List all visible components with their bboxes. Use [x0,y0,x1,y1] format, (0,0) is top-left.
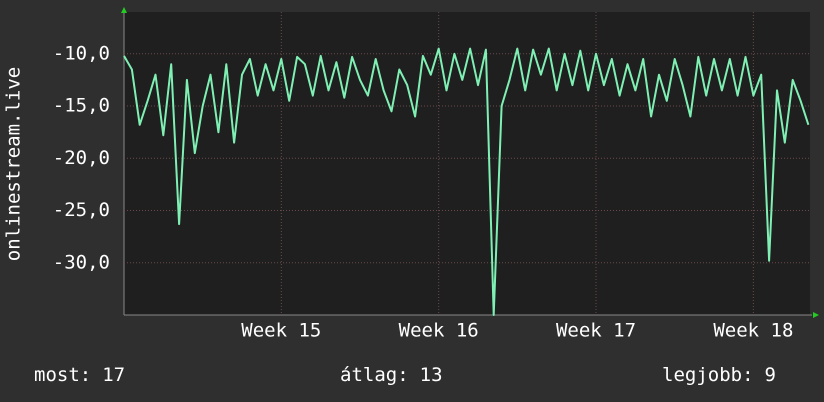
stat: átlag: 13 [340,364,443,386]
stat-label: most: [34,364,91,386]
axis-arrow [813,312,819,318]
stat-label: legjobb: [662,364,754,386]
y-tick-label: -15,0 [53,95,110,117]
stat: legjobb: 9 [662,364,776,386]
stat-value: 9 [765,364,776,386]
x-tick-label: Week 16 [399,320,479,342]
y-tick-label: -30,0 [53,251,110,273]
y-axis-label: onlinestream.live [3,67,25,261]
stat-label: átlag: [340,364,409,386]
stat-value: 17 [102,364,125,386]
x-tick-label: Week 18 [713,320,793,342]
y-tick-label: -20,0 [53,147,110,169]
axis-arrow [121,7,127,13]
x-tick-label: Week 17 [556,320,636,342]
x-tick-label: Week 15 [241,320,321,342]
y-tick-label: -25,0 [53,199,110,221]
stat: most: 17 [34,364,125,386]
y-tick-label: -10,0 [53,42,110,64]
data-line [123,47,810,316]
stat-value: 13 [420,364,443,386]
